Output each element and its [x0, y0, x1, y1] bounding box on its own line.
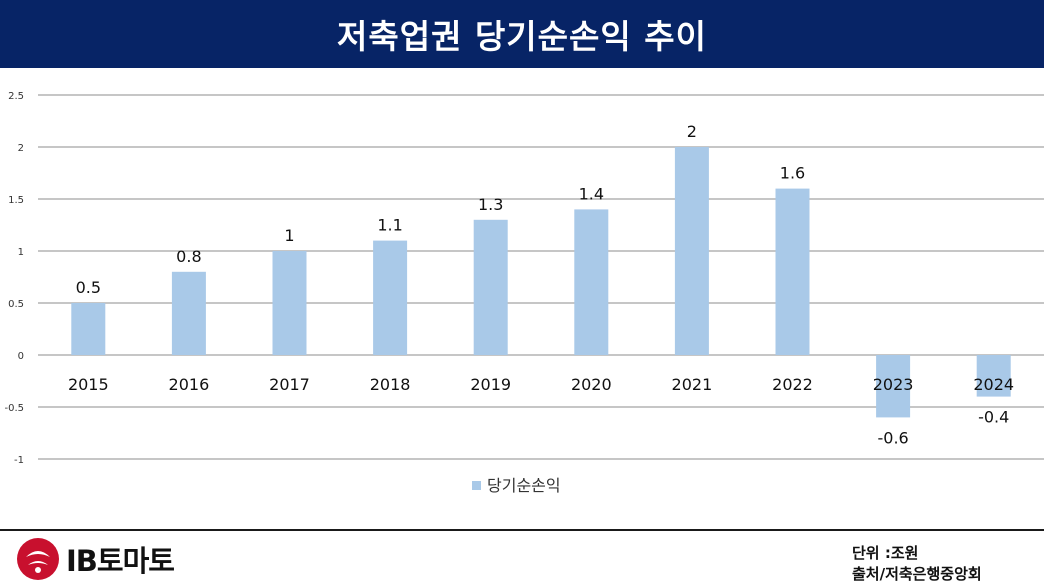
bar [373, 240, 408, 355]
source-note: 출처/저축은행중앙회 [852, 565, 982, 583]
y-tick-label: 2.5 [8, 91, 24, 102]
y-axis-ticks: 2.5 2 1.5 1 0.5 0 -0.5 -1 [4, 91, 24, 466]
data-label: -0.4 [978, 408, 1009, 427]
y-tick-label: -0.5 [4, 403, 24, 414]
footer-notes: 단위 :조원 출처/저축은행중앙회 [852, 543, 982, 585]
data-label: 1 [284, 226, 294, 245]
data-label: 0.5 [76, 278, 101, 297]
ib-tomato-logo: IB토마토 [16, 537, 175, 581]
x-tick-label: 2021 [672, 375, 713, 394]
data-label: 0.8 [176, 247, 201, 266]
unit-note: 단위 :조원 [852, 544, 919, 562]
bar [473, 219, 508, 355]
x-tick-label: 2024 [973, 375, 1014, 394]
x-axis-ticks: 2015 2016 2017 2018 2019 2020 2021 2022 2023 2024 [68, 375, 1014, 394]
legend: 당기순손익 [472, 476, 561, 495]
x-tick-label: 2018 [370, 375, 411, 394]
bar [71, 303, 106, 355]
y-tick-label: 1 [18, 247, 24, 258]
x-tick-label: 2020 [571, 375, 612, 394]
legend-swatch [472, 481, 481, 490]
bar [674, 147, 709, 355]
page-title: 저축업권 당기순손익 추이 [337, 17, 707, 56]
y-tick-label: 1.5 [8, 195, 24, 206]
y-tick-label: -1 [14, 455, 24, 466]
y-tick-label: 0.5 [8, 299, 24, 310]
bars [71, 147, 1011, 418]
x-tick-label: 2015 [68, 375, 109, 394]
data-label: 1.3 [478, 195, 503, 214]
data-label: -0.6 [877, 428, 908, 447]
x-tick-label: 2022 [772, 375, 813, 394]
y-tick-label: 0 [18, 351, 24, 362]
tomato-logo-icon [17, 538, 59, 580]
data-label: 1.1 [377, 216, 402, 235]
data-label: 1.4 [579, 184, 604, 203]
x-tick-label: 2023 [873, 375, 914, 394]
footer-divider [0, 529, 1044, 531]
logo-text: IB토마토 [66, 544, 175, 578]
data-label: 2 [687, 122, 697, 141]
data-label: 1.6 [780, 164, 805, 183]
x-tick-label: 2017 [269, 375, 310, 394]
x-tick-label: 2016 [169, 375, 210, 394]
legend-label: 당기순손익 [487, 476, 561, 495]
bar [272, 251, 307, 355]
data-labels: 0.5 0.8 1 1.1 1.3 1.4 2 1.6 -0.6 -0.4 [76, 122, 1010, 447]
bar [976, 355, 1011, 397]
bar-chart: 2.5 2 1.5 1 0.5 0 -0.5 -1 0.5 0.8 1 1.1 1.3 1.4 2 1.6 -… [4, 91, 1044, 495]
y-tick-label: 2 [18, 143, 24, 154]
bar [775, 188, 810, 355]
bar [574, 209, 609, 355]
x-tick-label: 2019 [470, 375, 511, 394]
title-bar: 저축업권 당기순손익 추이 [0, 0, 1044, 68]
bar [171, 271, 206, 355]
bar [876, 355, 911, 418]
